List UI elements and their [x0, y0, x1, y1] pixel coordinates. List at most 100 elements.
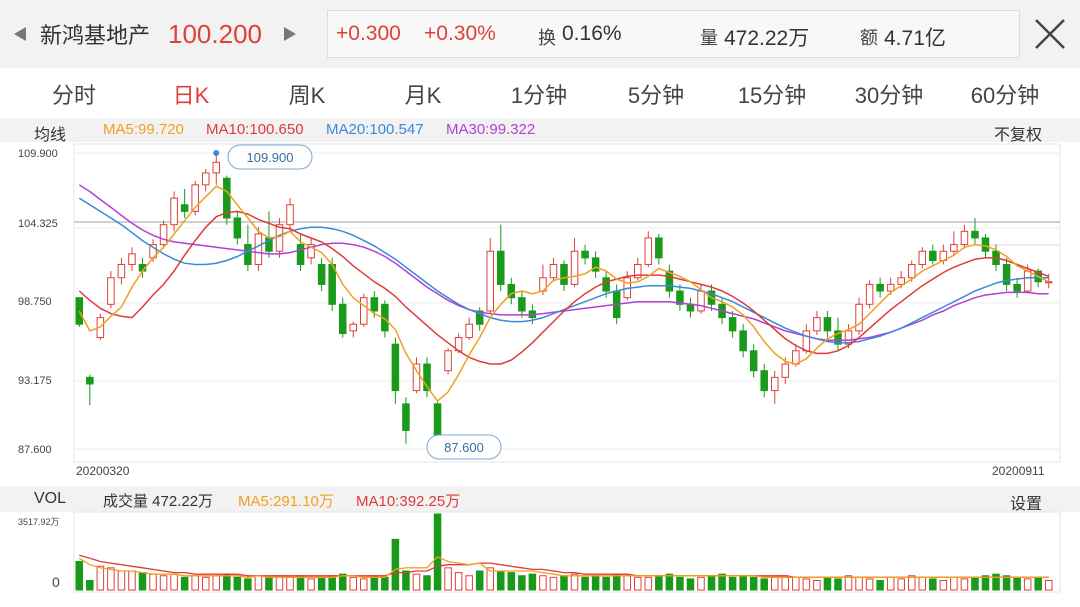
volume-bar-up [1023, 578, 1032, 591]
volume-bar-up [254, 575, 263, 591]
ma20-legend: MA20:100.547 [326, 121, 424, 138]
volume-bar-down [1013, 576, 1021, 591]
tab-daily-k[interactable]: 日K [172, 83, 210, 108]
tab-1min[interactable]: 1分钟 [510, 83, 568, 108]
tab-15min[interactable]: 15分钟 [737, 83, 807, 108]
candle-down [223, 177, 231, 219]
candle-down [497, 250, 505, 285]
volume-bar-down [591, 575, 600, 591]
min-callout-bubble [426, 434, 502, 460]
candle-down [475, 310, 484, 325]
volume-bar-up [465, 575, 473, 591]
candle-down [244, 244, 252, 265]
candle-up [813, 317, 821, 332]
candle-up [950, 244, 958, 252]
volume-bar-up [897, 578, 905, 591]
extreme-callouts: 109.900 87.600 [227, 144, 502, 460]
volume-bar-down [381, 576, 389, 591]
volume-bar-down [497, 570, 505, 591]
vol-ma5-legend: MA5:291.10万 [238, 493, 334, 510]
candle-up [644, 237, 653, 265]
volume-bar-up [844, 575, 853, 591]
vol-ma5-line [78, 556, 1049, 578]
candle-down [739, 330, 747, 352]
min-price-label: 87.600 [444, 440, 484, 455]
volume-bar-down [518, 575, 526, 591]
candle-down [676, 290, 684, 305]
candle-down [402, 403, 410, 431]
candle-up [907, 263, 916, 279]
volume-bar-up [950, 576, 958, 591]
volume-bar-down [665, 573, 674, 591]
triangle-right-icon [284, 27, 296, 41]
x-start-label: 20200320 [76, 464, 130, 478]
candle-up [802, 330, 811, 352]
volume-bar-up [865, 578, 874, 591]
volume-bar-down [423, 575, 431, 591]
volume-bar-up [770, 576, 779, 591]
candle-down [760, 370, 768, 392]
candle-down [86, 376, 94, 385]
next-stock-button[interactable] [270, 10, 310, 58]
tab-60min[interactable]: 60分钟 [970, 83, 1040, 108]
candle-up [781, 363, 790, 378]
volume-bar-down [138, 572, 147, 591]
close-button[interactable] [1030, 14, 1070, 54]
candle-up [444, 350, 452, 372]
tab-5min[interactable]: 5分钟 [627, 83, 685, 108]
volume-bar-down [180, 576, 189, 591]
candle-up [412, 363, 421, 392]
tab-weekly-k[interactable]: 周K [288, 83, 326, 108]
tab-intraday[interactable]: 分时 [51, 83, 97, 108]
tab-30min[interactable]: 30分钟 [854, 83, 924, 108]
candle-down [423, 363, 431, 392]
candle-down [370, 297, 379, 312]
candle-up [844, 330, 853, 345]
turnover-value: 0.16% [562, 22, 622, 45]
ma30-legend: MA30:99.322 [446, 121, 536, 138]
adjust-toggle[interactable]: 不复权 [994, 127, 1043, 144]
candle-up [549, 263, 558, 279]
volume-bar-down [749, 576, 758, 591]
volume-bar-down [876, 580, 884, 591]
prev-stock-button[interactable] [0, 10, 40, 58]
ma5-line [78, 185, 1050, 403]
volume-bar-down [612, 573, 621, 591]
max-price-label: 109.900 [247, 150, 294, 165]
candle-up [159, 224, 168, 246]
volume-bar-up [128, 570, 136, 591]
volume-bar-up [697, 576, 705, 591]
volume-bar-down [655, 575, 663, 591]
candle-down [971, 230, 979, 239]
volume-bar-up [960, 578, 969, 591]
volume-bar-down [433, 513, 442, 591]
volume-bar-up [918, 576, 927, 591]
volume-bar-up [486, 567, 495, 591]
volume-bar-down [402, 570, 410, 591]
candle-up [486, 250, 495, 312]
volume-bar-down [581, 576, 589, 591]
axis-labels: 109.900 104.325 98.750 93.175 87.600 202… [18, 148, 1045, 590]
candle-up [349, 323, 358, 332]
vol-settings-button[interactable]: 设置 [1010, 496, 1043, 513]
volume-bar-up [117, 570, 126, 591]
volume-bar-down [981, 575, 990, 591]
candle-up [117, 263, 126, 279]
volume-frame [73, 511, 1061, 593]
ma-legend-bar: 均线 MA5:99.720 MA10:100.650 MA20:100.547 … [0, 118, 1080, 144]
volume-bar-down [676, 576, 684, 591]
volume-bar-up [349, 576, 358, 591]
volume-series [75, 513, 1053, 591]
tab-monthly-k[interactable]: 月K [404, 83, 442, 108]
candle-down [560, 263, 568, 285]
candle-down [728, 317, 737, 332]
candle-down [929, 250, 937, 262]
amount-label: 额 [860, 28, 878, 48]
candle-down [328, 263, 336, 305]
candle-down [834, 330, 842, 345]
candle-down [1013, 283, 1021, 292]
volume-bar-down [602, 576, 610, 591]
candle-up [855, 303, 863, 332]
ma10-legend: MA10:100.650 [206, 121, 304, 138]
volume-bar-up [454, 572, 463, 591]
